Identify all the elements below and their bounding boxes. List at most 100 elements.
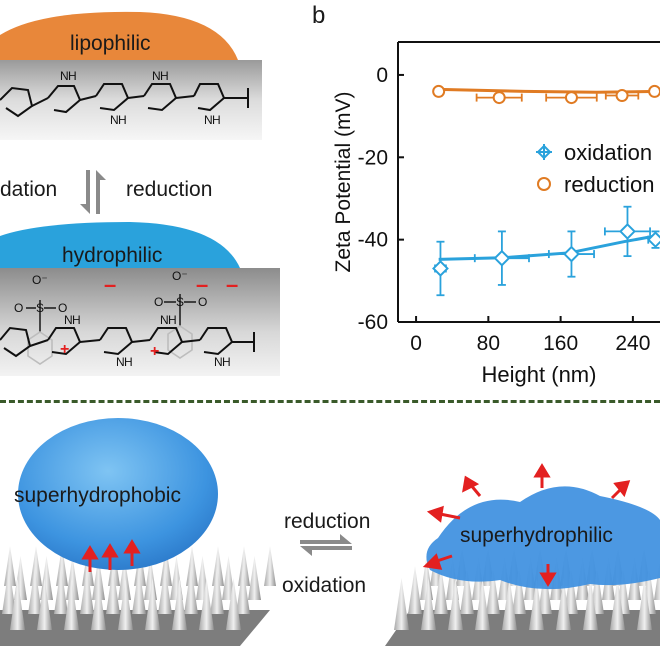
oxidation-label-a: dation xyxy=(0,178,58,201)
plus-charge-1: + xyxy=(60,341,69,358)
spike xyxy=(394,578,409,630)
spike xyxy=(37,578,52,630)
spike xyxy=(158,566,172,614)
spike xyxy=(610,578,625,630)
reduction-label-c: reduction xyxy=(284,510,371,533)
point-reduction xyxy=(492,91,506,105)
y-tick-label: -40 xyxy=(358,229,388,252)
spike xyxy=(30,546,42,586)
svg-text:O: O xyxy=(198,295,207,309)
point-oxidation xyxy=(619,222,636,240)
spike xyxy=(80,566,94,614)
spike xyxy=(172,578,187,630)
spike xyxy=(226,578,241,630)
y-axis-label: Zeta Potential (mV) xyxy=(332,92,355,273)
spike xyxy=(512,566,526,614)
spike xyxy=(118,556,131,600)
svg-text:O⁻: O⁻ xyxy=(32,273,48,287)
hydrophilic-label: hydrophilic xyxy=(62,244,163,267)
polymer-slab-bottom xyxy=(0,268,280,376)
legend-label-reduction: reduction xyxy=(564,172,655,197)
panel-a-drawing: N H N H N H N H O⁻ S O O xyxy=(0,11,280,376)
panel-divider xyxy=(0,400,660,403)
spike xyxy=(236,566,250,614)
spike xyxy=(132,566,146,614)
lipophilic-droplet xyxy=(0,11,238,60)
svg-text:S: S xyxy=(36,301,44,315)
reduction-label-a: reduction xyxy=(126,178,213,201)
legend-marker xyxy=(537,177,551,191)
spike xyxy=(186,546,198,586)
svg-text:O: O xyxy=(14,301,23,315)
nh-top-1: N xyxy=(60,69,69,83)
spike xyxy=(637,578,652,630)
nh-top-2: N xyxy=(110,113,119,127)
svg-text:H: H xyxy=(168,313,177,327)
spike xyxy=(556,578,571,630)
spike xyxy=(66,556,79,600)
y-tick-label: 0 xyxy=(376,64,388,87)
spike xyxy=(421,578,436,630)
svg-text:H: H xyxy=(160,69,169,83)
panel-c-drawing xyxy=(0,418,660,646)
spike xyxy=(238,546,250,586)
nh-top-3: N xyxy=(152,69,161,83)
x-tick-label: 80 xyxy=(477,332,500,355)
svg-text:N: N xyxy=(64,313,73,327)
svg-text:N: N xyxy=(214,355,223,369)
spike xyxy=(460,566,474,614)
point-reduction xyxy=(432,84,446,98)
spike xyxy=(56,546,68,586)
fit-line-reduction xyxy=(438,87,659,94)
spike xyxy=(118,578,133,630)
spike xyxy=(434,566,448,614)
spike xyxy=(160,546,172,586)
polypyrrole-chain-top xyxy=(0,83,249,118)
point-oxidation xyxy=(647,231,660,249)
panel-b: b 0 -20 -40 -60 0 80 160 240 Zeta Potential (mV)… xyxy=(300,0,660,390)
spike xyxy=(502,578,517,630)
spike xyxy=(583,578,598,630)
hydrophilic-droplet xyxy=(0,222,240,268)
y-tick-label: -60 xyxy=(358,311,388,334)
legend-marker xyxy=(536,144,552,160)
spike xyxy=(264,546,276,586)
svg-text:O: O xyxy=(154,295,163,309)
upward-arrows xyxy=(81,539,141,572)
svg-text:O: O xyxy=(58,301,67,315)
point-reduction xyxy=(648,84,660,98)
svg-text:H: H xyxy=(124,355,133,369)
spike xyxy=(106,566,120,614)
nh-top-4: N xyxy=(204,113,213,127)
panel-a: N H N H N H N H O⁻ S O O xyxy=(0,0,300,380)
spike xyxy=(564,566,578,614)
spike xyxy=(145,578,160,630)
point-oxidation xyxy=(432,260,449,277)
x-tick-label: 160 xyxy=(543,332,578,355)
y-tick-label: -20 xyxy=(358,146,388,169)
svg-text:N: N xyxy=(160,313,169,327)
svg-text:N: N xyxy=(116,355,125,369)
spike xyxy=(538,566,552,614)
panel-c: superhydrophobic reduction oxidation sup… xyxy=(0,410,660,659)
superhydrophilic-film xyxy=(426,486,660,590)
superhydrophilic-label: superhydrophilic xyxy=(460,524,613,547)
outward-arrows xyxy=(422,463,631,587)
oxidation-label-c: oxidation xyxy=(282,574,367,597)
spike xyxy=(248,556,261,600)
zeta-potential-chart: 0 -20 -40 -60 0 80 160 240 Zeta Potential (mV) He… xyxy=(332,41,660,387)
spike xyxy=(54,566,68,614)
minus-charge-2: – xyxy=(196,272,208,297)
legend-label-oxidation: oxidation xyxy=(564,140,652,165)
lipophilic-label: lipophilic xyxy=(70,32,151,55)
spike xyxy=(486,566,500,614)
svg-text:H: H xyxy=(212,113,221,127)
superhydrophobic-label: superhydrophobic xyxy=(14,484,181,507)
minus-charge-1: – xyxy=(104,272,116,297)
point-reduction xyxy=(564,91,578,105)
spike xyxy=(199,578,214,630)
redox-arrows-a xyxy=(80,170,106,214)
svg-text:H: H xyxy=(118,113,127,127)
spike xyxy=(91,578,106,630)
panel-b-label: b xyxy=(312,2,326,29)
